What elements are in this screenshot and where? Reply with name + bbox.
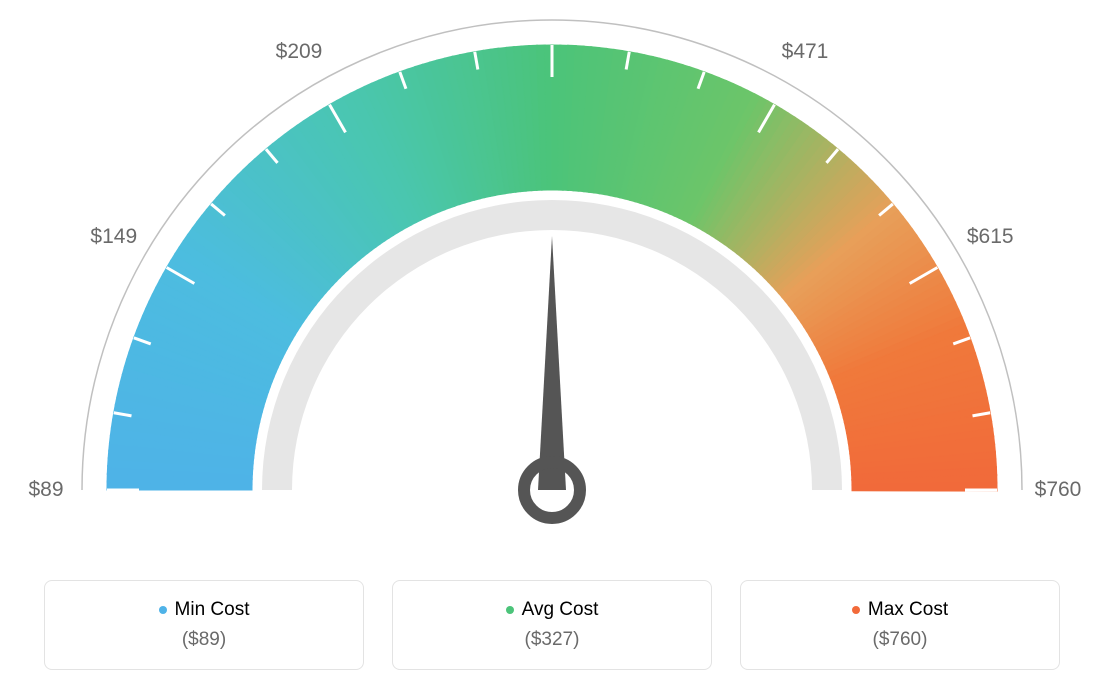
legend-title-max: Max Cost <box>852 599 948 621</box>
tick-label: $149 <box>90 225 137 249</box>
tick-label: $89 <box>28 478 63 502</box>
cost-gauge-figure: $89$149$209$327$471$615$760 Min Cost ($8… <box>0 0 1104 690</box>
legend-label: Avg Cost <box>522 599 599 621</box>
legend-title-min: Min Cost <box>159 599 250 621</box>
legend-row: Min Cost ($89) Avg Cost ($327) Max Cost … <box>0 580 1104 670</box>
legend-card-avg: Avg Cost ($327) <box>392 580 712 670</box>
dot-icon <box>159 606 167 614</box>
dot-icon <box>852 606 860 614</box>
legend-value: ($327) <box>525 629 580 651</box>
gauge-svg <box>0 0 1104 560</box>
needle <box>538 236 566 490</box>
legend-value: ($89) <box>182 629 226 651</box>
gauge-area: $89$149$209$327$471$615$760 <box>0 0 1104 560</box>
dot-icon <box>506 606 514 614</box>
legend-label: Max Cost <box>868 599 948 621</box>
legend-card-max: Max Cost ($760) <box>740 580 1060 670</box>
legend-card-min: Min Cost ($89) <box>44 580 364 670</box>
tick-label: $471 <box>782 40 829 64</box>
tick-label: $760 <box>1035 478 1082 502</box>
tick-label: $615 <box>967 225 1014 249</box>
legend-title-avg: Avg Cost <box>506 599 599 621</box>
legend-value: ($760) <box>873 629 928 651</box>
tick-label: $209 <box>276 40 323 64</box>
legend-label: Min Cost <box>175 599 250 621</box>
